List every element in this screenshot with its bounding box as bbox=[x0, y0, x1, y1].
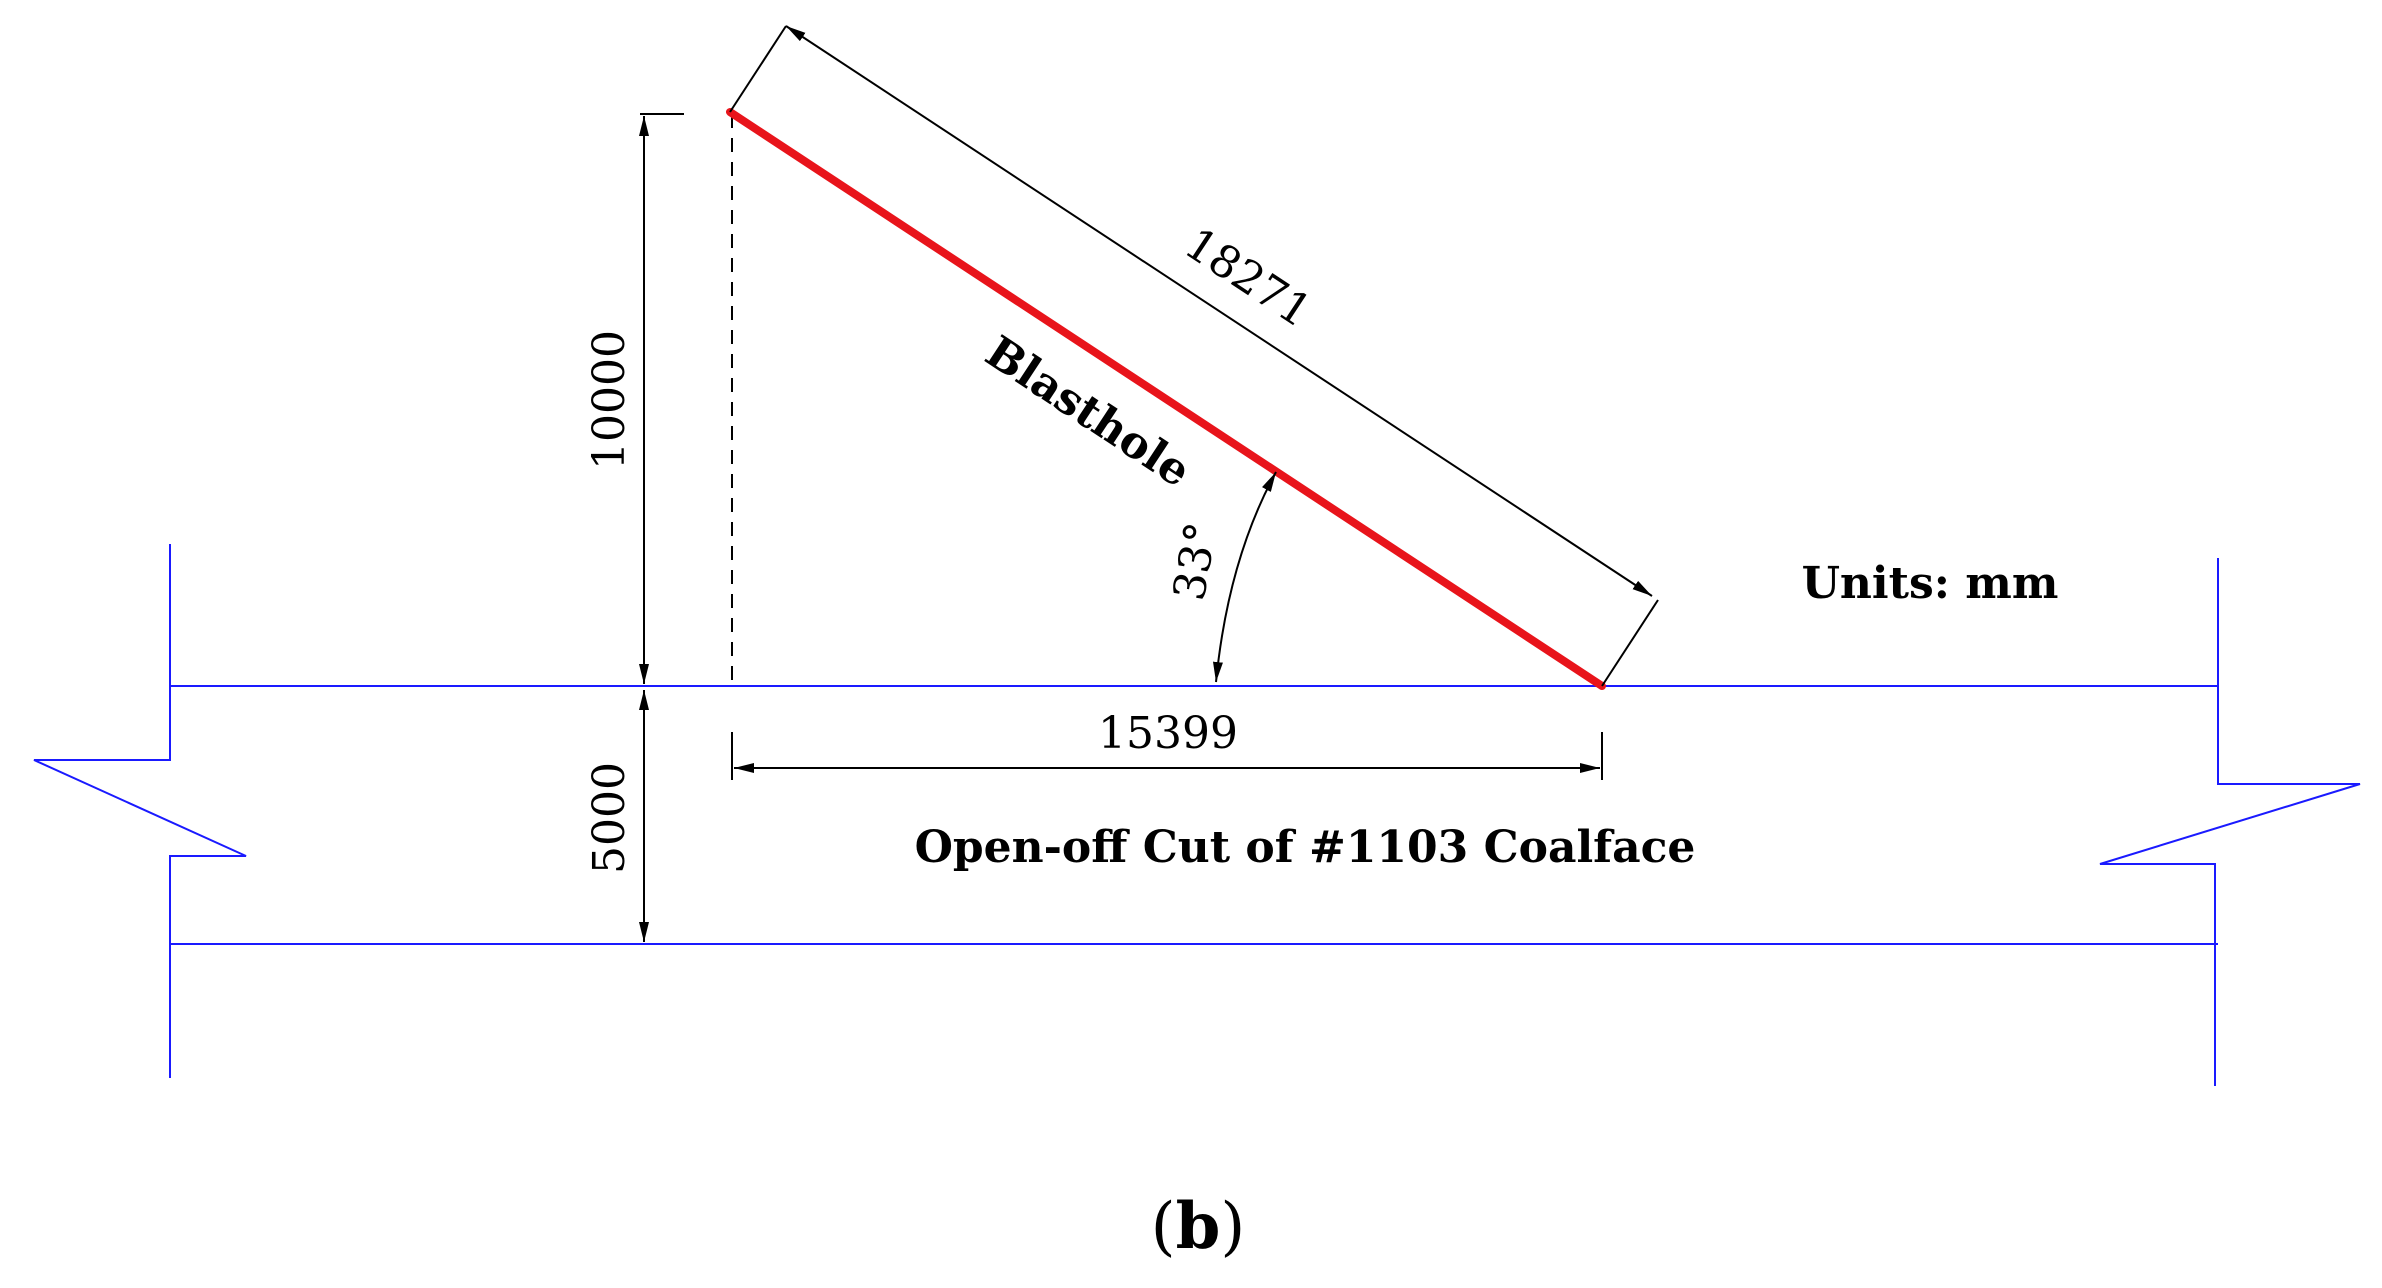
horizontal-label: 15399 bbox=[1098, 708, 1238, 759]
length-dimension-line bbox=[785, 25, 1653, 597]
caption-close-paren: ) bbox=[1220, 1190, 1245, 1264]
cut-label: Open-off Cut of #1103 Coalface bbox=[915, 822, 1696, 873]
figure-caption: (b) bbox=[1151, 1189, 1246, 1264]
angle-arc bbox=[1212, 471, 1277, 683]
caption-letter: b bbox=[1176, 1189, 1221, 1264]
height-dimension bbox=[639, 113, 684, 684]
length-extension-top bbox=[729, 25, 787, 113]
units-label: Units: mm bbox=[1802, 558, 2059, 609]
length-dimension bbox=[729, 25, 1659, 687]
right-break-line bbox=[2099, 558, 2361, 1086]
caption-open-paren: ( bbox=[1151, 1190, 1176, 1264]
horizontal-dimension bbox=[731, 732, 1603, 780]
height-label: 10000 bbox=[584, 330, 635, 470]
angle-label: 33° bbox=[1164, 519, 1228, 605]
width-label: 5000 bbox=[584, 762, 635, 874]
length-extension-bottom bbox=[1601, 599, 1659, 687]
blasthole-line bbox=[726, 108, 1606, 690]
left-break-line bbox=[33, 544, 247, 1078]
roadway-outline bbox=[33, 544, 2361, 1086]
length-label: 18271 bbox=[1176, 218, 1321, 338]
